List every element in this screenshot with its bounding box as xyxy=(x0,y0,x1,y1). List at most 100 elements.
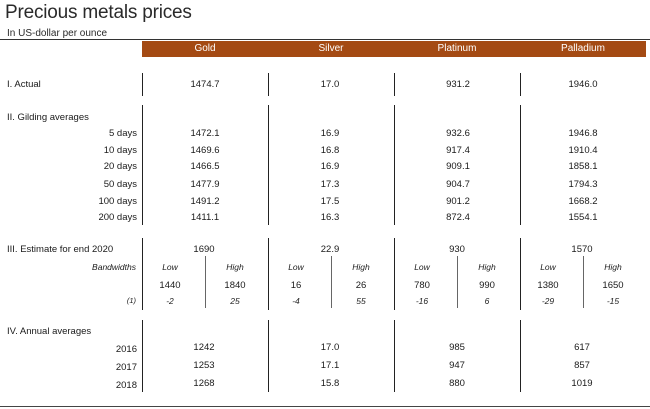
col-divider xyxy=(520,105,521,225)
table-cell: 17.0 xyxy=(320,342,340,353)
col-divider xyxy=(142,105,143,225)
table-cell: 15.8 xyxy=(320,378,340,389)
band-low-gold: 1440 xyxy=(159,280,181,291)
table-cell: 16.3 xyxy=(320,212,340,223)
band-low-label: Low xyxy=(162,262,178,272)
subtitle: In US-dollar per ounce xyxy=(7,28,108,39)
band-divider xyxy=(457,256,458,308)
band-high-label: High xyxy=(352,262,370,272)
col-header-platinum: Platinum xyxy=(437,43,477,54)
table-cell: 17.1 xyxy=(320,360,340,371)
col-divider xyxy=(142,320,143,392)
col-divider xyxy=(520,320,521,392)
column-header-band: Gold Silver Platinum Palladium xyxy=(142,41,646,57)
section-label-actual: I. Actual xyxy=(7,79,41,90)
change-low-platinum: -16 xyxy=(415,296,429,306)
col-divider xyxy=(394,105,395,225)
col-divider xyxy=(142,238,143,310)
section-label-annual: IV. Annual averages xyxy=(7,326,92,337)
band-high-gold: 1840 xyxy=(224,280,246,291)
table-cell: 985 xyxy=(449,342,465,353)
change-high-silver: 55 xyxy=(356,296,366,306)
table-cell: 947 xyxy=(449,360,465,371)
table-cell: 1019 xyxy=(571,378,593,389)
table-cell: 1253 xyxy=(193,360,215,371)
band-high-label: High xyxy=(478,262,496,272)
band-high-label: High xyxy=(226,262,244,272)
band-low-silver: 16 xyxy=(290,280,302,291)
table-cell: 1491.2 xyxy=(190,196,220,207)
row-label: 2016 xyxy=(115,344,137,355)
change-high-platinum: 6 xyxy=(484,296,490,306)
table-cell: 1946.8 xyxy=(568,128,598,139)
col-header-silver: Silver xyxy=(318,43,344,54)
estimate-platinum: 930 xyxy=(449,244,465,255)
change-low-silver: -4 xyxy=(292,296,300,306)
table-cell: 1242 xyxy=(193,342,215,353)
change-high-gold: 25 xyxy=(230,296,240,306)
row-label: 20 days xyxy=(103,161,137,172)
table-cell: 17.5 xyxy=(320,196,340,207)
band-low-label: Low xyxy=(540,262,556,272)
table-cell: 880 xyxy=(449,378,465,389)
table-cell: 16.9 xyxy=(320,161,340,172)
page-title: Precious metals prices xyxy=(5,2,192,23)
row-label: 100 days xyxy=(98,196,137,207)
divider xyxy=(0,406,650,407)
band-low-label: Low xyxy=(288,262,304,272)
col-divider xyxy=(268,238,269,310)
estimate-silver: 22.9 xyxy=(320,244,340,255)
table-cell: 901.2 xyxy=(446,196,470,207)
row-label: 200 days xyxy=(98,212,137,223)
col-divider xyxy=(394,73,395,96)
change-low-gold: -2 xyxy=(166,296,174,306)
band-divider xyxy=(331,256,332,308)
band-divider xyxy=(583,256,584,308)
table-cell: 904.7 xyxy=(446,179,470,190)
table-cell: 1469.6 xyxy=(190,145,220,156)
band-low-palladium: 1380 xyxy=(537,280,559,291)
actual-silver: 17.0 xyxy=(320,79,340,90)
table-cell: 909.1 xyxy=(446,161,470,172)
table-cell: 932.6 xyxy=(446,128,470,139)
band-high-label: High xyxy=(604,262,622,272)
table-cell: 1268 xyxy=(193,378,215,389)
band-high-silver: 26 xyxy=(355,280,367,291)
table-cell: 1668.2 xyxy=(568,196,598,207)
divider xyxy=(0,39,650,40)
row-label: 50 days xyxy=(103,179,137,190)
table-cell: 1858.1 xyxy=(568,161,598,172)
col-divider xyxy=(268,105,269,225)
table-cell: 16.8 xyxy=(320,145,340,156)
footnote-marker: (1) xyxy=(126,296,136,305)
estimate-palladium: 1570 xyxy=(571,244,593,255)
band-divider xyxy=(205,256,206,308)
change-low-palladium: -29 xyxy=(541,296,555,306)
col-divider xyxy=(520,73,521,96)
col-divider xyxy=(394,238,395,310)
col-divider xyxy=(520,238,521,310)
row-label: 2017 xyxy=(115,362,137,373)
col-header-palladium: Palladium xyxy=(561,43,605,54)
section-label-gliding: II. Gilding averages xyxy=(7,112,89,123)
table-cell: 16.9 xyxy=(320,128,340,139)
table-cell: 1411.1 xyxy=(190,212,220,223)
table-cell: 1554.1 xyxy=(568,212,598,223)
table-cell: 1466.5 xyxy=(190,161,220,172)
table-cell: 17.3 xyxy=(320,179,340,190)
table-cell: 1910.4 xyxy=(568,145,598,156)
table-cell: 1477.9 xyxy=(190,179,220,190)
col-divider xyxy=(394,320,395,392)
row-label: 10 days xyxy=(103,145,137,156)
estimate-gold: 1690 xyxy=(193,244,215,255)
band-high-platinum: 990 xyxy=(479,280,495,291)
table-cell: 617 xyxy=(574,342,590,353)
band-high-palladium: 1650 xyxy=(602,280,624,291)
table-cell: 872.4 xyxy=(446,212,470,223)
row-label: 5 days xyxy=(109,128,137,139)
band-low-label: Low xyxy=(414,262,430,272)
table-cell: 1794.3 xyxy=(568,179,598,190)
table-cell: 917.4 xyxy=(446,145,470,156)
row-label: 2018 xyxy=(115,380,137,391)
actual-platinum: 931.2 xyxy=(446,79,470,90)
